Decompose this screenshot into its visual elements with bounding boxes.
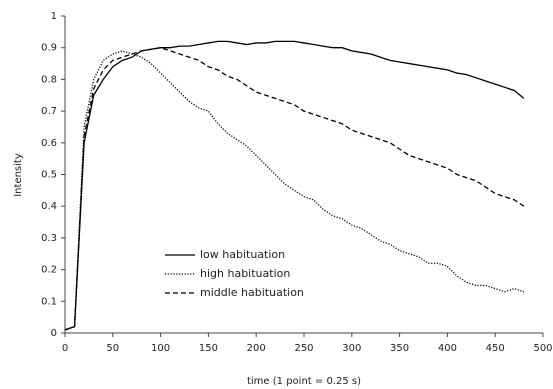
x-tick-label: 100 bbox=[151, 343, 170, 354]
y-tick-label: 0.3 bbox=[41, 233, 57, 244]
y-tick-label: 0.7 bbox=[41, 106, 57, 117]
x-tick-label: 150 bbox=[199, 343, 218, 354]
x-tick-label: 0 bbox=[62, 343, 68, 354]
x-tick-label: 300 bbox=[342, 343, 361, 354]
y-tick-label: 0.1 bbox=[41, 296, 57, 307]
legend-label: low habituation bbox=[200, 248, 285, 261]
legend-label: middle habituation bbox=[200, 286, 304, 299]
x-tick-label: 450 bbox=[486, 343, 505, 354]
y-tick-label: 1 bbox=[51, 11, 57, 22]
x-tick-label: 200 bbox=[247, 343, 266, 354]
y-tick-label: 0.6 bbox=[41, 138, 57, 149]
y-tick-label: 0 bbox=[51, 328, 57, 339]
y-tick-label: 0.9 bbox=[41, 43, 57, 54]
x-axis-title: time (1 point = 0.25 s) bbox=[247, 376, 361, 387]
x-tick-label: 500 bbox=[533, 343, 552, 354]
y-tick-label: 0.8 bbox=[41, 74, 57, 85]
x-tick-label: 400 bbox=[438, 343, 457, 354]
x-tick-label: 50 bbox=[106, 343, 119, 354]
data-line bbox=[64, 47, 525, 331]
x-tick-label: 250 bbox=[294, 343, 313, 354]
y-tick-label: 0.5 bbox=[41, 170, 57, 181]
x-tick-label: 350 bbox=[390, 343, 409, 354]
legend-label: high habituation bbox=[200, 267, 290, 280]
data-line bbox=[64, 50, 525, 331]
y-tick-label: 0.4 bbox=[41, 201, 57, 212]
y-tick-label: 0.2 bbox=[41, 265, 57, 276]
y-axis-title: Intensity bbox=[13, 153, 24, 197]
